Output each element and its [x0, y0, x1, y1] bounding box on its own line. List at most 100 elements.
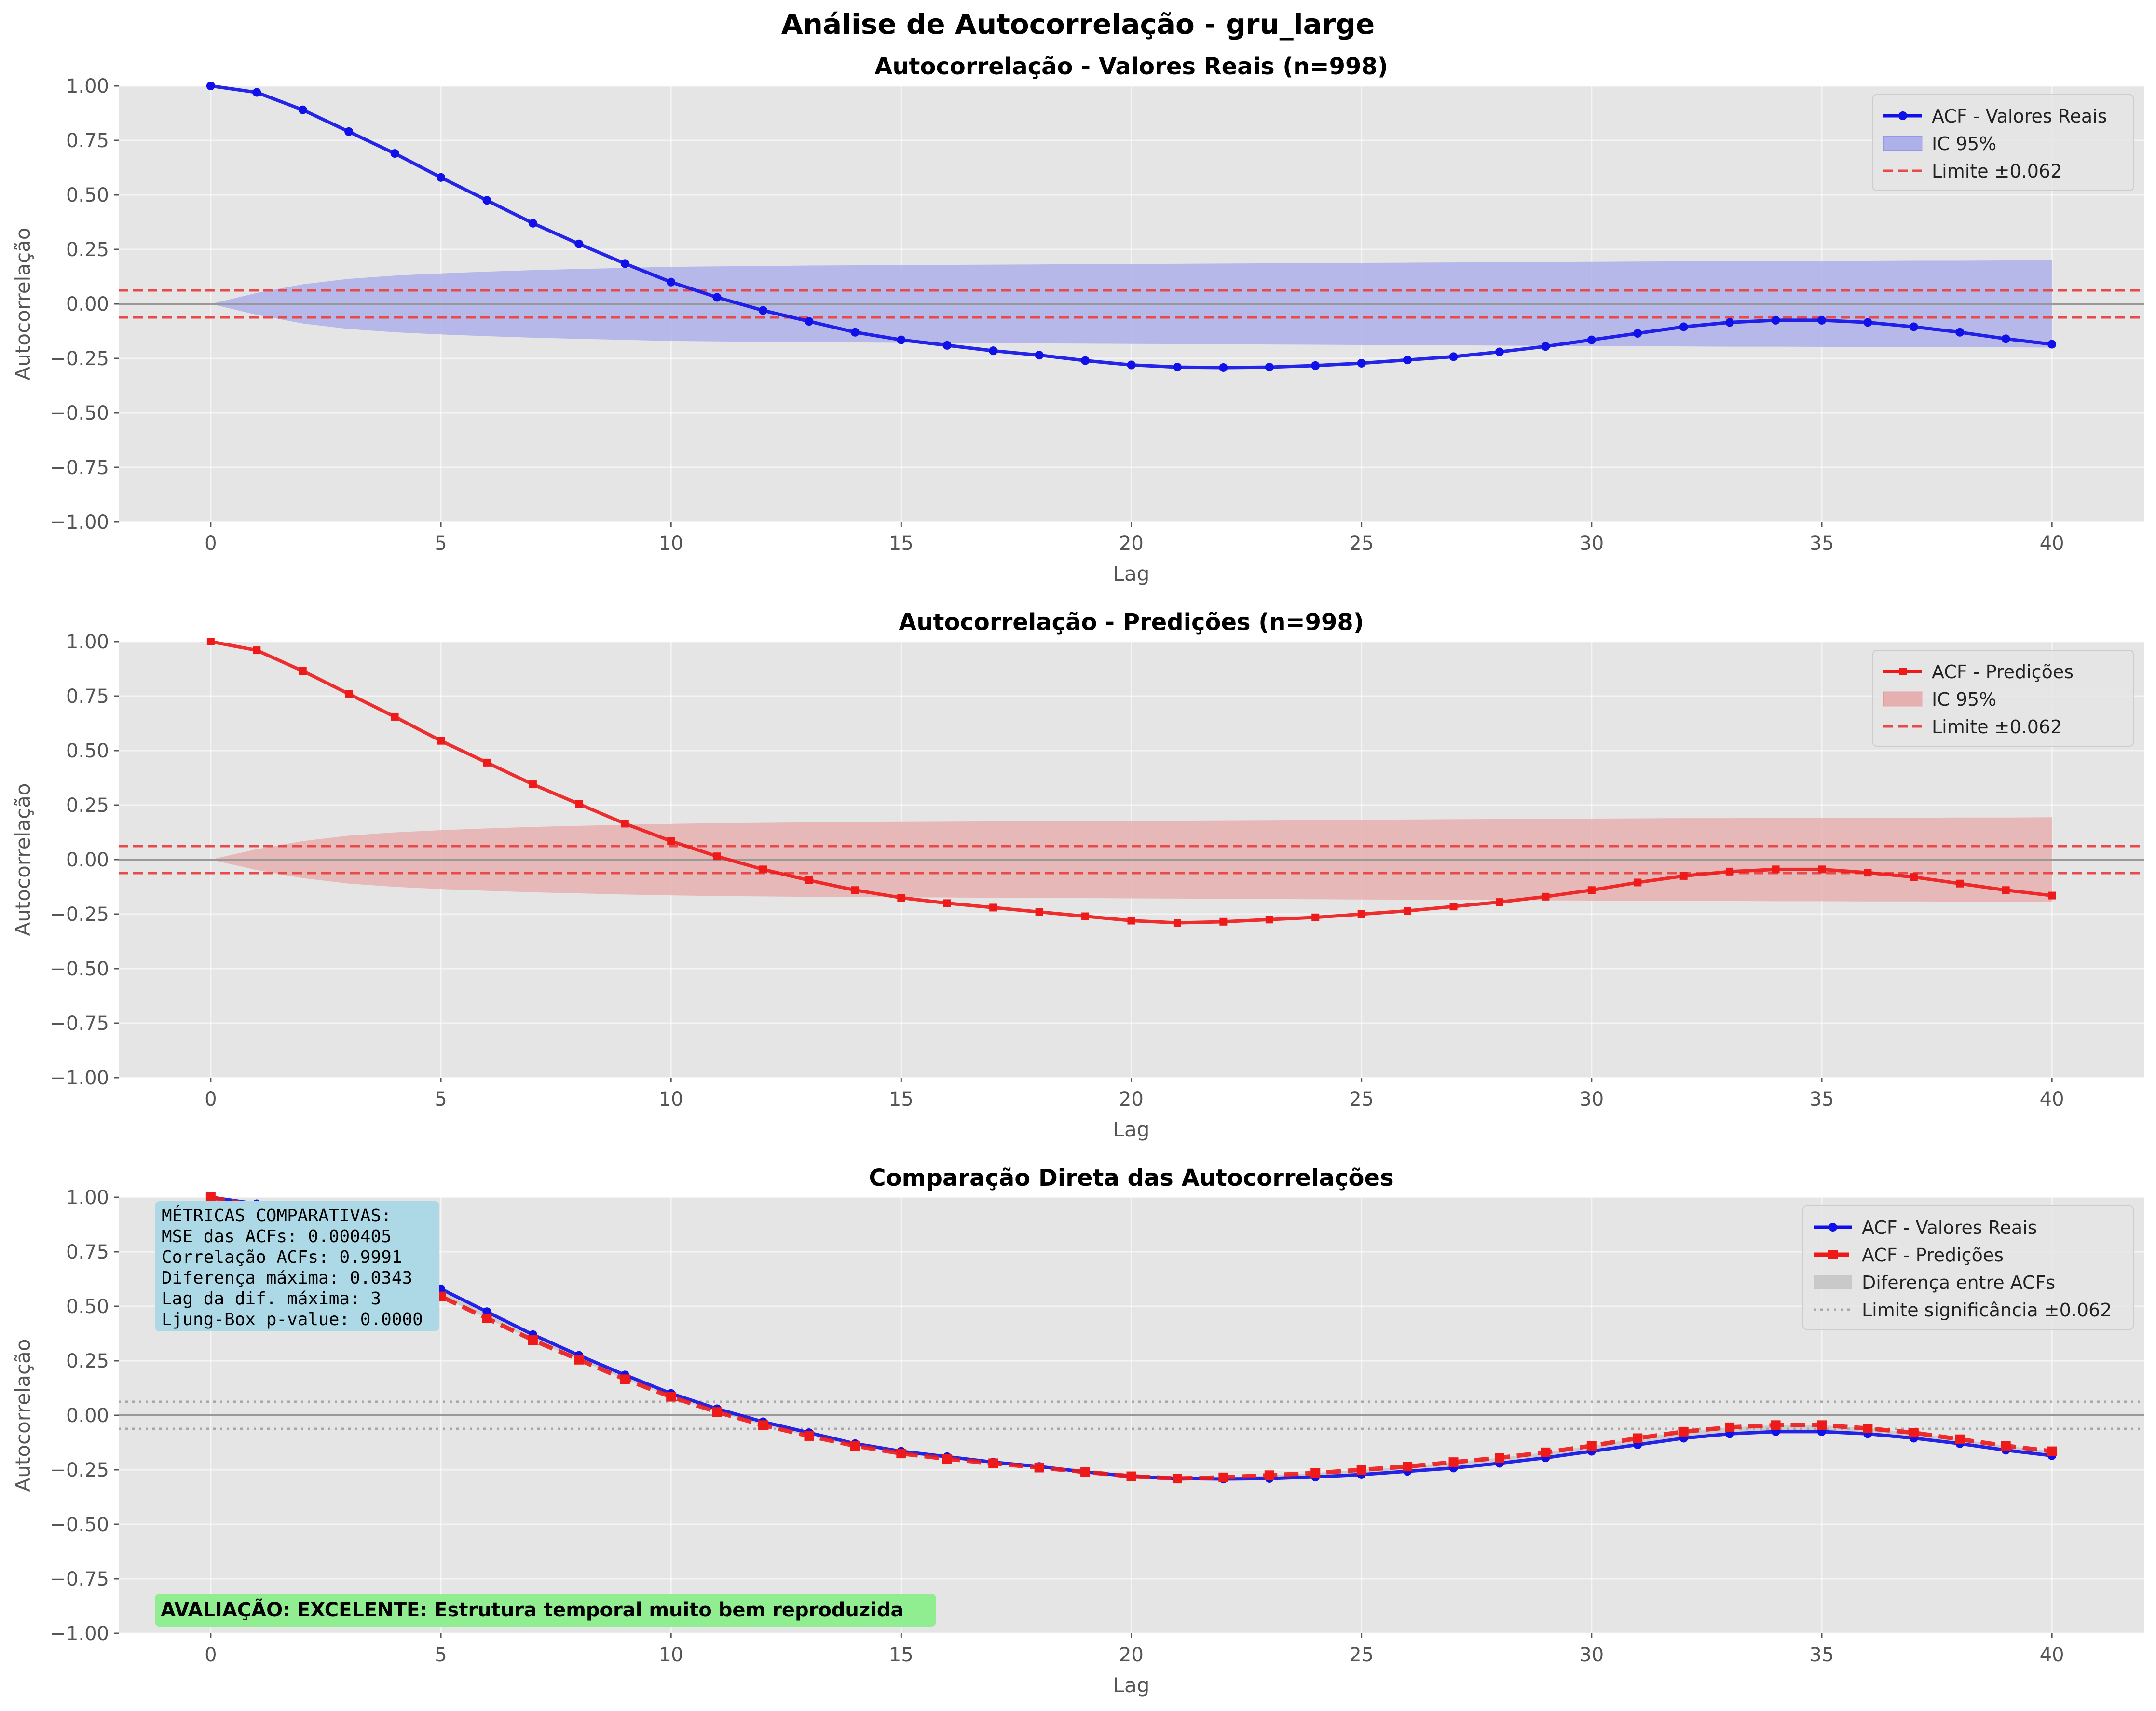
legend-label: ACF - Valores Reais — [1932, 106, 2107, 127]
data-point-real — [1403, 356, 1412, 365]
data-point-pred — [1081, 912, 1090, 920]
data-point-pred — [1172, 1474, 1182, 1484]
y-tick-label: 0.00 — [66, 1405, 109, 1427]
data-point-pred — [942, 1454, 952, 1464]
y-tick-label: −0.75 — [50, 1013, 109, 1035]
x-tick-label: 25 — [1349, 1088, 1374, 1110]
data-point-real — [206, 82, 215, 90]
data-point-real — [298, 105, 307, 114]
panel-2: 0 5 10 15 20 25 30 35 40 1.00 0.75 0.50 0.25 0.00 −0.2… — [11, 609, 2144, 1141]
x-tick-label: 40 — [2040, 1644, 2064, 1666]
y-tick-label: 0.75 — [66, 1241, 109, 1263]
data-point-pred — [621, 820, 629, 828]
metrics-box-background — [155, 1201, 439, 1331]
data-point-pred — [1863, 1424, 1873, 1434]
data-point-pred — [1127, 917, 1135, 925]
legend-frame — [1802, 1205, 2134, 1330]
data-point-pred — [943, 899, 951, 907]
legend-label: IC 95% — [1932, 689, 1996, 710]
x-tick-label: 20 — [1119, 1644, 1144, 1666]
x-axis-label: Lag — [1113, 562, 1150, 586]
y-tick-label: −1.00 — [50, 1623, 109, 1645]
x-tick-label: 30 — [1579, 1088, 1604, 1110]
data-point-pred — [1080, 1467, 1091, 1477]
legend-label: IC 95% — [1932, 133, 1996, 154]
data-point-pred — [2001, 1441, 2011, 1451]
data-point-pred — [391, 712, 399, 721]
data-point-pred — [2047, 1446, 2057, 1456]
data-point-pred — [206, 638, 215, 645]
data-point-real — [1357, 358, 1366, 368]
legend: ACF - Predições IC 95% Limite ±0.062 — [1872, 650, 2134, 747]
data-point-pred — [1310, 1468, 1321, 1478]
legend-label: ACF - Predições — [1862, 1245, 2004, 1266]
y-tick-label: −0.75 — [50, 457, 109, 479]
x-tick-label: 25 — [1349, 1644, 1374, 1666]
data-point-pred — [1909, 1428, 1919, 1438]
data-point-pred — [988, 1458, 998, 1468]
data-point-pred — [1725, 1422, 1735, 1432]
figure-suptitle: Análise de Autocorrelação - gru_large — [781, 8, 1375, 41]
x-tick-label: 0 — [205, 1644, 217, 1666]
y-tick-label: 0.25 — [66, 1350, 109, 1372]
data-point-real — [897, 335, 906, 344]
data-point-pred — [1586, 1441, 1597, 1451]
y-tick-label: −0.25 — [50, 1459, 109, 1481]
data-point-pred — [1264, 1470, 1274, 1480]
data-point-real — [1127, 360, 1136, 370]
metrics-line: Correlação ACFs: 0.9991 — [162, 1247, 402, 1267]
data-point-real — [1265, 363, 1274, 372]
data-point-pred — [667, 837, 675, 845]
metrics-line: MSE das ACFs: 0.000405 — [162, 1227, 392, 1246]
data-point-real — [437, 173, 446, 182]
x-tick-label: 35 — [1810, 1644, 1834, 1666]
y-tick-label: 1.00 — [66, 75, 109, 97]
data-point-pred — [713, 852, 721, 861]
data-point-pred — [851, 886, 859, 894]
y-tick-label: 0.75 — [66, 130, 109, 152]
data-point-pred — [1678, 1426, 1689, 1437]
legend: ACF - Valores Reais ACF - Predições Difere… — [1802, 1205, 2134, 1330]
y-tick-label: 0.50 — [66, 1296, 109, 1318]
metrics-line: Ljung-Box p-value: 0.0000 — [162, 1310, 423, 1329]
y-tick-label: 0.25 — [66, 239, 109, 261]
data-point-real — [1449, 352, 1458, 361]
y-tick-label: 1.00 — [66, 1187, 109, 1209]
data-point-pred — [1542, 892, 1550, 901]
legend-label: Limite significância ±0.062 — [1862, 1300, 2112, 1321]
x-tick-label: 20 — [1119, 533, 1144, 555]
data-point-real — [1219, 363, 1228, 372]
data-point-real — [1587, 335, 1596, 344]
data-point-real — [1725, 318, 1734, 327]
data-point-pred — [345, 690, 353, 698]
y-tick-label: 1.00 — [66, 631, 109, 653]
data-point-pred — [1864, 869, 1872, 877]
metrics-line: Lag da dif. máxima: 3 — [162, 1289, 381, 1309]
metrics-box: MÉTRICAS COMPARATIVAS:MSE das ACFs: 0.00… — [155, 1201, 439, 1331]
data-point-pred — [620, 1374, 630, 1384]
data-point-pred — [1265, 916, 1273, 924]
data-point-pred — [1357, 910, 1365, 918]
data-point-pred — [759, 865, 767, 874]
data-point-real — [850, 328, 860, 337]
legend-label: Limite ±0.062 — [1932, 716, 2062, 738]
x-tick-label: 40 — [2040, 1088, 2064, 1110]
data-point-pred — [1495, 898, 1503, 906]
data-point-pred — [528, 1335, 538, 1345]
data-point-real — [805, 317, 814, 326]
legend-label: ACF - Predições — [1932, 661, 2074, 683]
y-tick-label: −0.50 — [50, 1514, 109, 1536]
panel-title: Comparação Direta das Autocorrelações — [869, 1164, 1393, 1191]
data-point-pred — [1633, 1433, 1643, 1443]
data-point-pred — [1356, 1465, 1366, 1475]
evaluation-box: AVALIAÇÃO: EXCELENTE: Estrutura temporal… — [155, 1594, 936, 1627]
data-point-pred — [253, 646, 261, 655]
x-tick-label: 35 — [1810, 533, 1834, 555]
data-point-real — [1679, 322, 1688, 331]
data-point-pred — [897, 894, 905, 902]
legend-label: Diferença entre ACFs — [1862, 1272, 2055, 1293]
data-point-pred — [989, 903, 997, 912]
x-tick-label: 10 — [659, 1088, 683, 1110]
data-point-real — [2047, 340, 2057, 349]
